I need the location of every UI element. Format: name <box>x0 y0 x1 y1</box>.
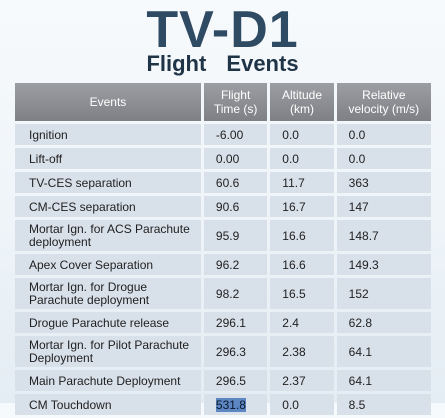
time-cell: -6.00 <box>203 124 268 145</box>
altitude-cell: 11.7 <box>270 172 334 193</box>
altitude-cell: 0.0 <box>270 148 334 169</box>
time-cell: 96.2 <box>203 254 268 275</box>
altitude-cell: 16.5 <box>270 278 334 309</box>
table-row: Drogue Parachute release 296.1 2.4 62.8 <box>15 312 431 333</box>
time-cell: 296.5 <box>203 370 268 391</box>
page-title: TV-D1 <box>146 1 299 59</box>
header-events: Events <box>15 83 201 121</box>
table-row: Mortar Ign. for Pilot Parachute Deployme… <box>15 336 431 367</box>
table-header-row: Events Flight Time (s) Altitude (km) Rel… <box>15 83 431 121</box>
altitude-cell: 0.0 <box>270 124 334 145</box>
velocity-cell: 0.0 <box>336 148 431 169</box>
altitude-cell: 2.37 <box>270 370 334 391</box>
velocity-cell: 363 <box>336 172 431 193</box>
velocity-cell: 147 <box>336 196 431 217</box>
table-row: Ignition -6.00 0.0 0.0 <box>15 124 431 145</box>
table-row: Main Parachute Deployment 296.5 2.37 64.… <box>15 370 431 391</box>
time-cell: 296.3 <box>203 336 268 367</box>
time-cell: 60.6 <box>203 172 268 193</box>
event-cell: Mortar Ign. for Pilot Parachute Deployme… <box>15 336 201 367</box>
event-cell: Mortar Ign. for Drogue Parachute deploym… <box>15 278 201 309</box>
flight-events-table: Events Flight Time (s) Altitude (km) Rel… <box>12 80 434 418</box>
time-cell: 90.6 <box>203 196 268 217</box>
table-row: TV-CES separation 60.6 11.7 363 <box>15 172 431 193</box>
event-cell: Apex Cover Separation <box>15 254 201 275</box>
event-cell: Main Parachute Deployment <box>15 370 201 391</box>
table-row: Mortar Ign. for Drogue Parachute deploym… <box>15 278 431 309</box>
velocity-cell: 8.5 <box>336 394 431 415</box>
velocity-cell: 0.0 <box>336 124 431 145</box>
velocity-cell: 62.8 <box>336 312 431 333</box>
time-cell: 296.1 <box>203 312 268 333</box>
event-cell: Lift-off <box>15 148 201 169</box>
page-subtitle: Flight Events <box>146 51 299 76</box>
table-row: Mortar Ign. for ACS Parachute deployment… <box>15 220 431 251</box>
highlighted-text: 531.8 <box>215 397 246 412</box>
table-row: CM Touchdown 531.8 0.0 8.5 <box>15 394 431 415</box>
velocity-cell: 148.7 <box>336 220 431 251</box>
velocity-cell: 64.1 <box>336 336 431 367</box>
header-flight-time: Flight Time (s) <box>203 83 268 121</box>
altitude-cell: 2.38 <box>270 336 334 367</box>
event-cell: Drogue Parachute release <box>15 312 201 333</box>
time-cell: 531.8 <box>203 394 268 415</box>
header-altitude: Altitude (km) <box>270 83 334 121</box>
velocity-cell: 152 <box>336 278 431 309</box>
time-cell: 98.2 <box>203 278 268 309</box>
time-cell: 95.9 <box>203 220 268 251</box>
event-cell: TV-CES separation <box>15 172 201 193</box>
velocity-cell: 149.3 <box>336 254 431 275</box>
table-row: CM-CES separation 90.6 16.7 147 <box>15 196 431 217</box>
header-relative-velocity: Relative velocity (m/s) <box>336 83 431 121</box>
event-cell: CM Touchdown <box>15 394 201 415</box>
event-cell: Mortar Ign. for ACS Parachute deployment <box>15 220 201 251</box>
table-row: Apex Cover Separation 96.2 16.6 149.3 <box>15 254 431 275</box>
table-row: Lift-off 0.00 0.0 0.0 <box>15 148 431 169</box>
event-cell: Ignition <box>15 124 201 145</box>
velocity-cell: 64.1 <box>336 370 431 391</box>
altitude-cell: 16.6 <box>270 220 334 251</box>
altitude-cell: 0.0 <box>270 394 334 415</box>
event-cell: CM-CES separation <box>15 196 201 217</box>
altitude-cell: 2.4 <box>270 312 334 333</box>
altitude-cell: 16.6 <box>270 254 334 275</box>
altitude-cell: 16.7 <box>270 196 334 217</box>
time-cell: 0.00 <box>203 148 268 169</box>
